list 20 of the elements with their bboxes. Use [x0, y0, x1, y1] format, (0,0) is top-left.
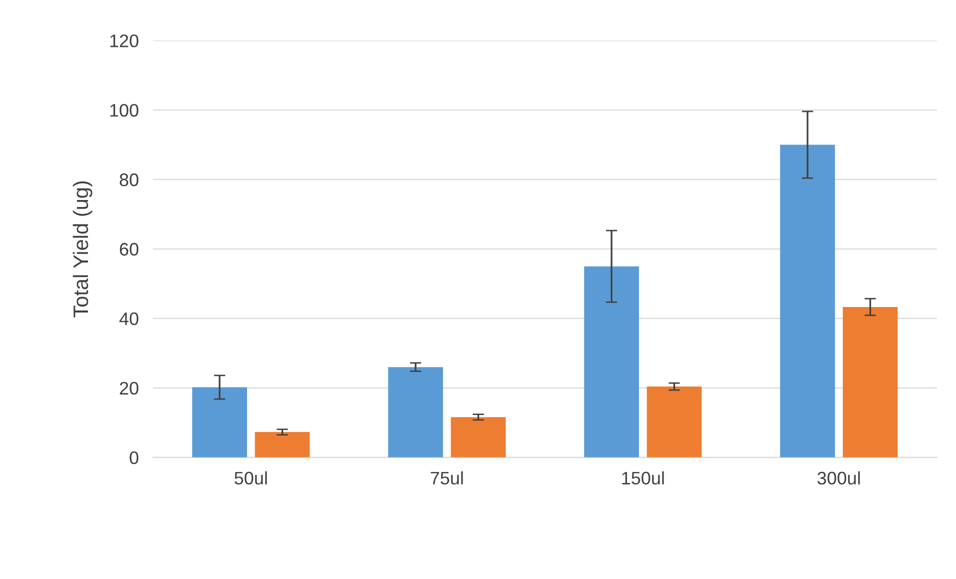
y-tick-label: 40	[119, 312, 138, 326]
x-tick-label: 50ul	[234, 471, 267, 485]
bar	[584, 266, 639, 458]
x-tick-label: 300ul	[817, 471, 860, 485]
bar	[842, 306, 898, 458]
bar	[254, 432, 310, 458]
bar	[450, 417, 506, 458]
x-tick-label: 75ul	[430, 471, 463, 485]
y-tick-label: 120	[110, 34, 138, 48]
y-tick-label: 100	[110, 104, 138, 117]
y-tick-label: 80	[120, 173, 138, 186]
bar	[192, 387, 248, 458]
bar	[646, 386, 702, 458]
y-tick-label: 20	[120, 382, 138, 395]
y-axis-title: Total Yield (ug)	[72, 181, 92, 318]
y-tick-label: 0	[130, 451, 138, 464]
bar	[780, 144, 835, 458]
y-tick-label: 60	[120, 242, 138, 256]
x-tick-label: 150ul	[622, 471, 664, 485]
bar	[388, 367, 444, 458]
